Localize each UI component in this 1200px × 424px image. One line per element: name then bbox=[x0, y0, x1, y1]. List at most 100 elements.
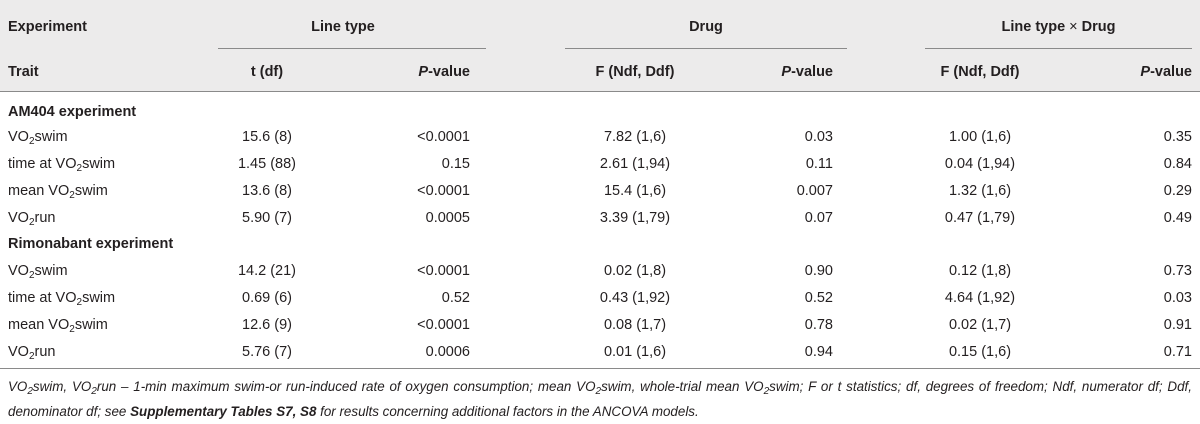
footnote-text: swim, whole-trial mean VO bbox=[601, 379, 764, 394]
footnote-subscript: 2 bbox=[27, 386, 33, 397]
trait-text: swim bbox=[82, 156, 116, 172]
drug-f-cell: 0.02 (1,8) bbox=[603, 263, 667, 279]
line-type-p-cell: <0.0001 bbox=[417, 183, 470, 199]
footnote-text: swim; F or t statistics; df, degrees of … bbox=[8, 379, 1192, 419]
trait-subscript: 2 bbox=[69, 324, 75, 335]
header-group-interaction: Line type × Drug bbox=[925, 19, 1192, 35]
p-rest: -value bbox=[791, 64, 833, 80]
footnote-text: swim, VO bbox=[32, 379, 92, 394]
drug-p-cell: 0.11 bbox=[805, 156, 833, 172]
table-bottom-rule bbox=[0, 368, 1200, 369]
trait-cell: time at VO2swim bbox=[8, 156, 115, 174]
p-rest: -value bbox=[428, 64, 470, 80]
drug-f-cell: 2.61 (1,94) bbox=[599, 156, 671, 172]
drug-p-cell: 0.94 bbox=[804, 344, 833, 360]
trait-cell: VO2run bbox=[8, 210, 55, 228]
line-type-p-cell: <0.0001 bbox=[417, 129, 470, 145]
drug-p-cell: 0.03 bbox=[804, 129, 833, 145]
footnote-text: VO bbox=[8, 379, 28, 394]
trait-text: VO bbox=[8, 263, 29, 279]
interaction-times-symbol: × bbox=[1069, 19, 1078, 35]
header-trait: Trait bbox=[8, 64, 39, 80]
header-t-df: t (df) bbox=[250, 64, 284, 80]
section-title-rimonabant: Rimonabant experiment bbox=[8, 236, 174, 252]
p-rest: -value bbox=[1150, 64, 1192, 80]
line-type-p-cell: 0.15 bbox=[441, 156, 470, 172]
drug-p-cell: 0.007 bbox=[796, 183, 833, 199]
line-type-p-cell: 0.0005 bbox=[425, 210, 470, 226]
trait-text: swim bbox=[34, 263, 68, 279]
line-type-p-cell: <0.0001 bbox=[417, 263, 470, 279]
interaction-label-prefix: Line type bbox=[1001, 19, 1070, 35]
interaction-p-cell: 0.91 bbox=[1163, 317, 1192, 333]
interaction-f-cell: 1.00 (1,6) bbox=[948, 129, 1012, 145]
interaction-p-cell: 0.49 bbox=[1163, 210, 1192, 226]
drug-p-cell: 0.78 bbox=[804, 317, 833, 333]
trait-text: swim bbox=[74, 317, 108, 333]
drug-p-cell: 0.07 bbox=[804, 210, 833, 226]
trait-text: swim bbox=[74, 183, 108, 199]
header-interaction-f: F (Ndf, Ddf) bbox=[940, 64, 1020, 80]
drug-f-cell: 0.43 (1,92) bbox=[599, 290, 671, 306]
header-drug-f: F (Ndf, Ddf) bbox=[595, 64, 675, 80]
trait-subscript: 2 bbox=[28, 270, 35, 281]
trait-text: run bbox=[34, 344, 56, 360]
drug-f-cell: 0.08 (1,7) bbox=[603, 317, 667, 333]
trait-text: run bbox=[34, 210, 56, 226]
trait-cell: mean VO2swim bbox=[8, 183, 108, 201]
interaction-p-cell: 0.84 bbox=[1163, 156, 1192, 172]
interaction-group-underline bbox=[925, 48, 1192, 49]
line-type-group-underline bbox=[218, 48, 486, 49]
trait-text: mean VO bbox=[8, 317, 70, 333]
footnote-subscript: 2 bbox=[595, 386, 602, 397]
trait-cell: VO2run bbox=[8, 344, 55, 362]
line-type-t-cell: 15.6 (8) bbox=[242, 129, 292, 145]
line-type-t-cell: 1.45 (88) bbox=[237, 156, 297, 172]
line-type-t-cell: 5.76 (7) bbox=[242, 344, 292, 360]
line-type-p-cell: 0.52 bbox=[441, 290, 470, 306]
line-type-t-cell: 13.6 (8) bbox=[242, 183, 292, 199]
drug-f-cell: 15.4 (1,6) bbox=[603, 183, 667, 199]
section-title-am404: AM404 experiment bbox=[8, 104, 137, 120]
drug-f-cell: 7.82 (1,6) bbox=[603, 129, 667, 145]
trait-text: VO bbox=[8, 344, 29, 360]
header-bottom-rule bbox=[0, 91, 1200, 92]
trait-subscript: 2 bbox=[69, 190, 75, 201]
trait-text: swim bbox=[34, 129, 68, 145]
supplementary-tables-link[interactable]: Supplementary Tables S7, S8 bbox=[130, 404, 317, 419]
interaction-f-cell: 4.64 (1,92) bbox=[944, 290, 1016, 306]
interaction-f-cell: 0.02 (1,7) bbox=[948, 317, 1012, 333]
header-group-drug: Drug bbox=[689, 19, 723, 35]
footnote-subscript: 2 bbox=[91, 386, 97, 397]
interaction-p-cell: 0.03 bbox=[1163, 290, 1192, 306]
header-line-type-p: P-value bbox=[370, 64, 470, 80]
trait-text: time at VO bbox=[8, 156, 77, 172]
p-letter: P bbox=[1140, 64, 1151, 80]
interaction-f-cell: 0.15 (1,6) bbox=[948, 344, 1012, 360]
trait-subscript: 2 bbox=[28, 217, 35, 228]
p-letter: P bbox=[781, 64, 792, 80]
header-experiment: Experiment bbox=[8, 19, 87, 35]
drug-f-cell: 3.39 (1,79) bbox=[599, 210, 671, 226]
line-type-t-cell: 5.90 (7) bbox=[242, 210, 292, 226]
interaction-p-cell: 0.29 bbox=[1163, 183, 1192, 199]
trait-cell: VO2swim bbox=[8, 129, 68, 147]
interaction-f-cell: 0.04 (1,94) bbox=[944, 156, 1016, 172]
header-interaction-p: P-value bbox=[1080, 64, 1192, 80]
interaction-p-cell: 0.73 bbox=[1163, 263, 1192, 279]
interaction-f-cell: 0.12 (1,8) bbox=[948, 263, 1012, 279]
drug-f-cell: 0.01 (1,6) bbox=[603, 344, 667, 360]
footnote-text: run – 1-min maximum swim-or run-induced … bbox=[96, 379, 596, 394]
line-type-t-cell: 12.6 (9) bbox=[242, 317, 292, 333]
table-header-band bbox=[0, 0, 1200, 91]
drug-group-underline bbox=[565, 48, 847, 49]
table-footnote: VO2swim, VO2run – 1-min maximum swim-or … bbox=[8, 377, 1192, 422]
trait-subscript: 2 bbox=[28, 351, 35, 362]
trait-text: VO bbox=[8, 129, 29, 145]
trait-text: time at VO bbox=[8, 290, 77, 306]
trait-subscript: 2 bbox=[76, 297, 83, 308]
interaction-label-suffix: Drug bbox=[1077, 19, 1116, 35]
p-letter: P bbox=[418, 64, 429, 80]
footnote-subscript: 2 bbox=[763, 386, 770, 397]
